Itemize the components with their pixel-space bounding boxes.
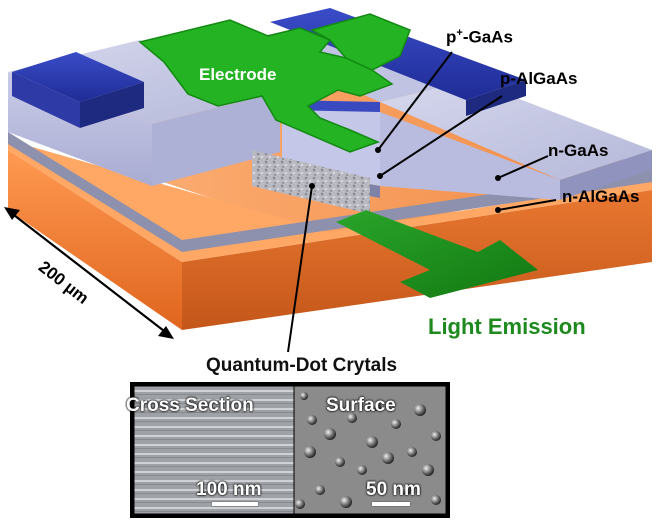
leader-dot-p-plus bbox=[375, 147, 381, 153]
p-plus-gaas-rest: -GaAs bbox=[462, 27, 513, 47]
surface-scale-label: 50 nm bbox=[366, 479, 421, 500]
leader-n-algaas bbox=[497, 199, 557, 211]
left-mesa-side bbox=[152, 92, 280, 186]
cross-section-scalebar bbox=[212, 502, 258, 506]
quantum-dot-region bbox=[252, 150, 370, 214]
p-algaas-label: p-AlGaAs bbox=[500, 69, 578, 88]
leader-quantum-dots bbox=[287, 185, 313, 353]
electrode-label: Electrode bbox=[199, 65, 277, 84]
dimension-arrowhead-bottom bbox=[158, 326, 174, 339]
micrograph-black-border bbox=[130, 382, 450, 518]
leader-p-plus-gaas bbox=[377, 51, 453, 151]
surface-title: Surface bbox=[326, 395, 396, 416]
dimension-arrow bbox=[9, 211, 169, 335]
n-algaas-label: n-AlGaAs bbox=[562, 187, 640, 206]
left-contact-stripe-front bbox=[12, 72, 80, 128]
n-gaas-label: n-GaAs bbox=[548, 141, 609, 160]
light-emission-label: Light Emission bbox=[428, 314, 586, 339]
substrate-front-face bbox=[8, 150, 182, 330]
substrate-top-front bbox=[8, 140, 652, 262]
p-plus-gaas-base: p bbox=[446, 27, 457, 47]
leader-dot-p-algaas bbox=[377, 173, 383, 179]
p-plus-gaas-label: p+-GaAs bbox=[446, 28, 513, 46]
surface-dots bbox=[295, 392, 441, 509]
p-plus-gaas-superscript: + bbox=[456, 27, 463, 39]
light-emission-arrow bbox=[336, 210, 538, 298]
leader-dot-n-gaas bbox=[495, 175, 501, 181]
cross-section-title: Cross Section bbox=[126, 395, 254, 416]
quantum-dot-label: Quantum-Dot Crytals bbox=[206, 355, 398, 376]
cross-section-image bbox=[134, 386, 294, 514]
leader-dot-n-algaas bbox=[495, 207, 501, 213]
dimension-arrowhead-top bbox=[4, 207, 20, 220]
right-mesa-top bbox=[380, 80, 652, 180]
leader-n-gaas bbox=[497, 155, 549, 179]
surface-scalebar bbox=[372, 502, 410, 506]
electrode-shape bbox=[138, 19, 394, 153]
left-contact-stripe bbox=[12, 52, 144, 102]
left-contact-stripe-side bbox=[80, 82, 144, 128]
electrode-right-tab bbox=[310, 13, 411, 71]
right-contact-stripe-front bbox=[466, 80, 526, 116]
leader-p-algaas bbox=[379, 95, 503, 177]
cross-section-scale-label: 100 nm bbox=[196, 479, 262, 500]
right-mesa-front bbox=[380, 112, 560, 200]
leader-dot-qd bbox=[309, 183, 315, 189]
right-mesa-side bbox=[560, 150, 652, 200]
